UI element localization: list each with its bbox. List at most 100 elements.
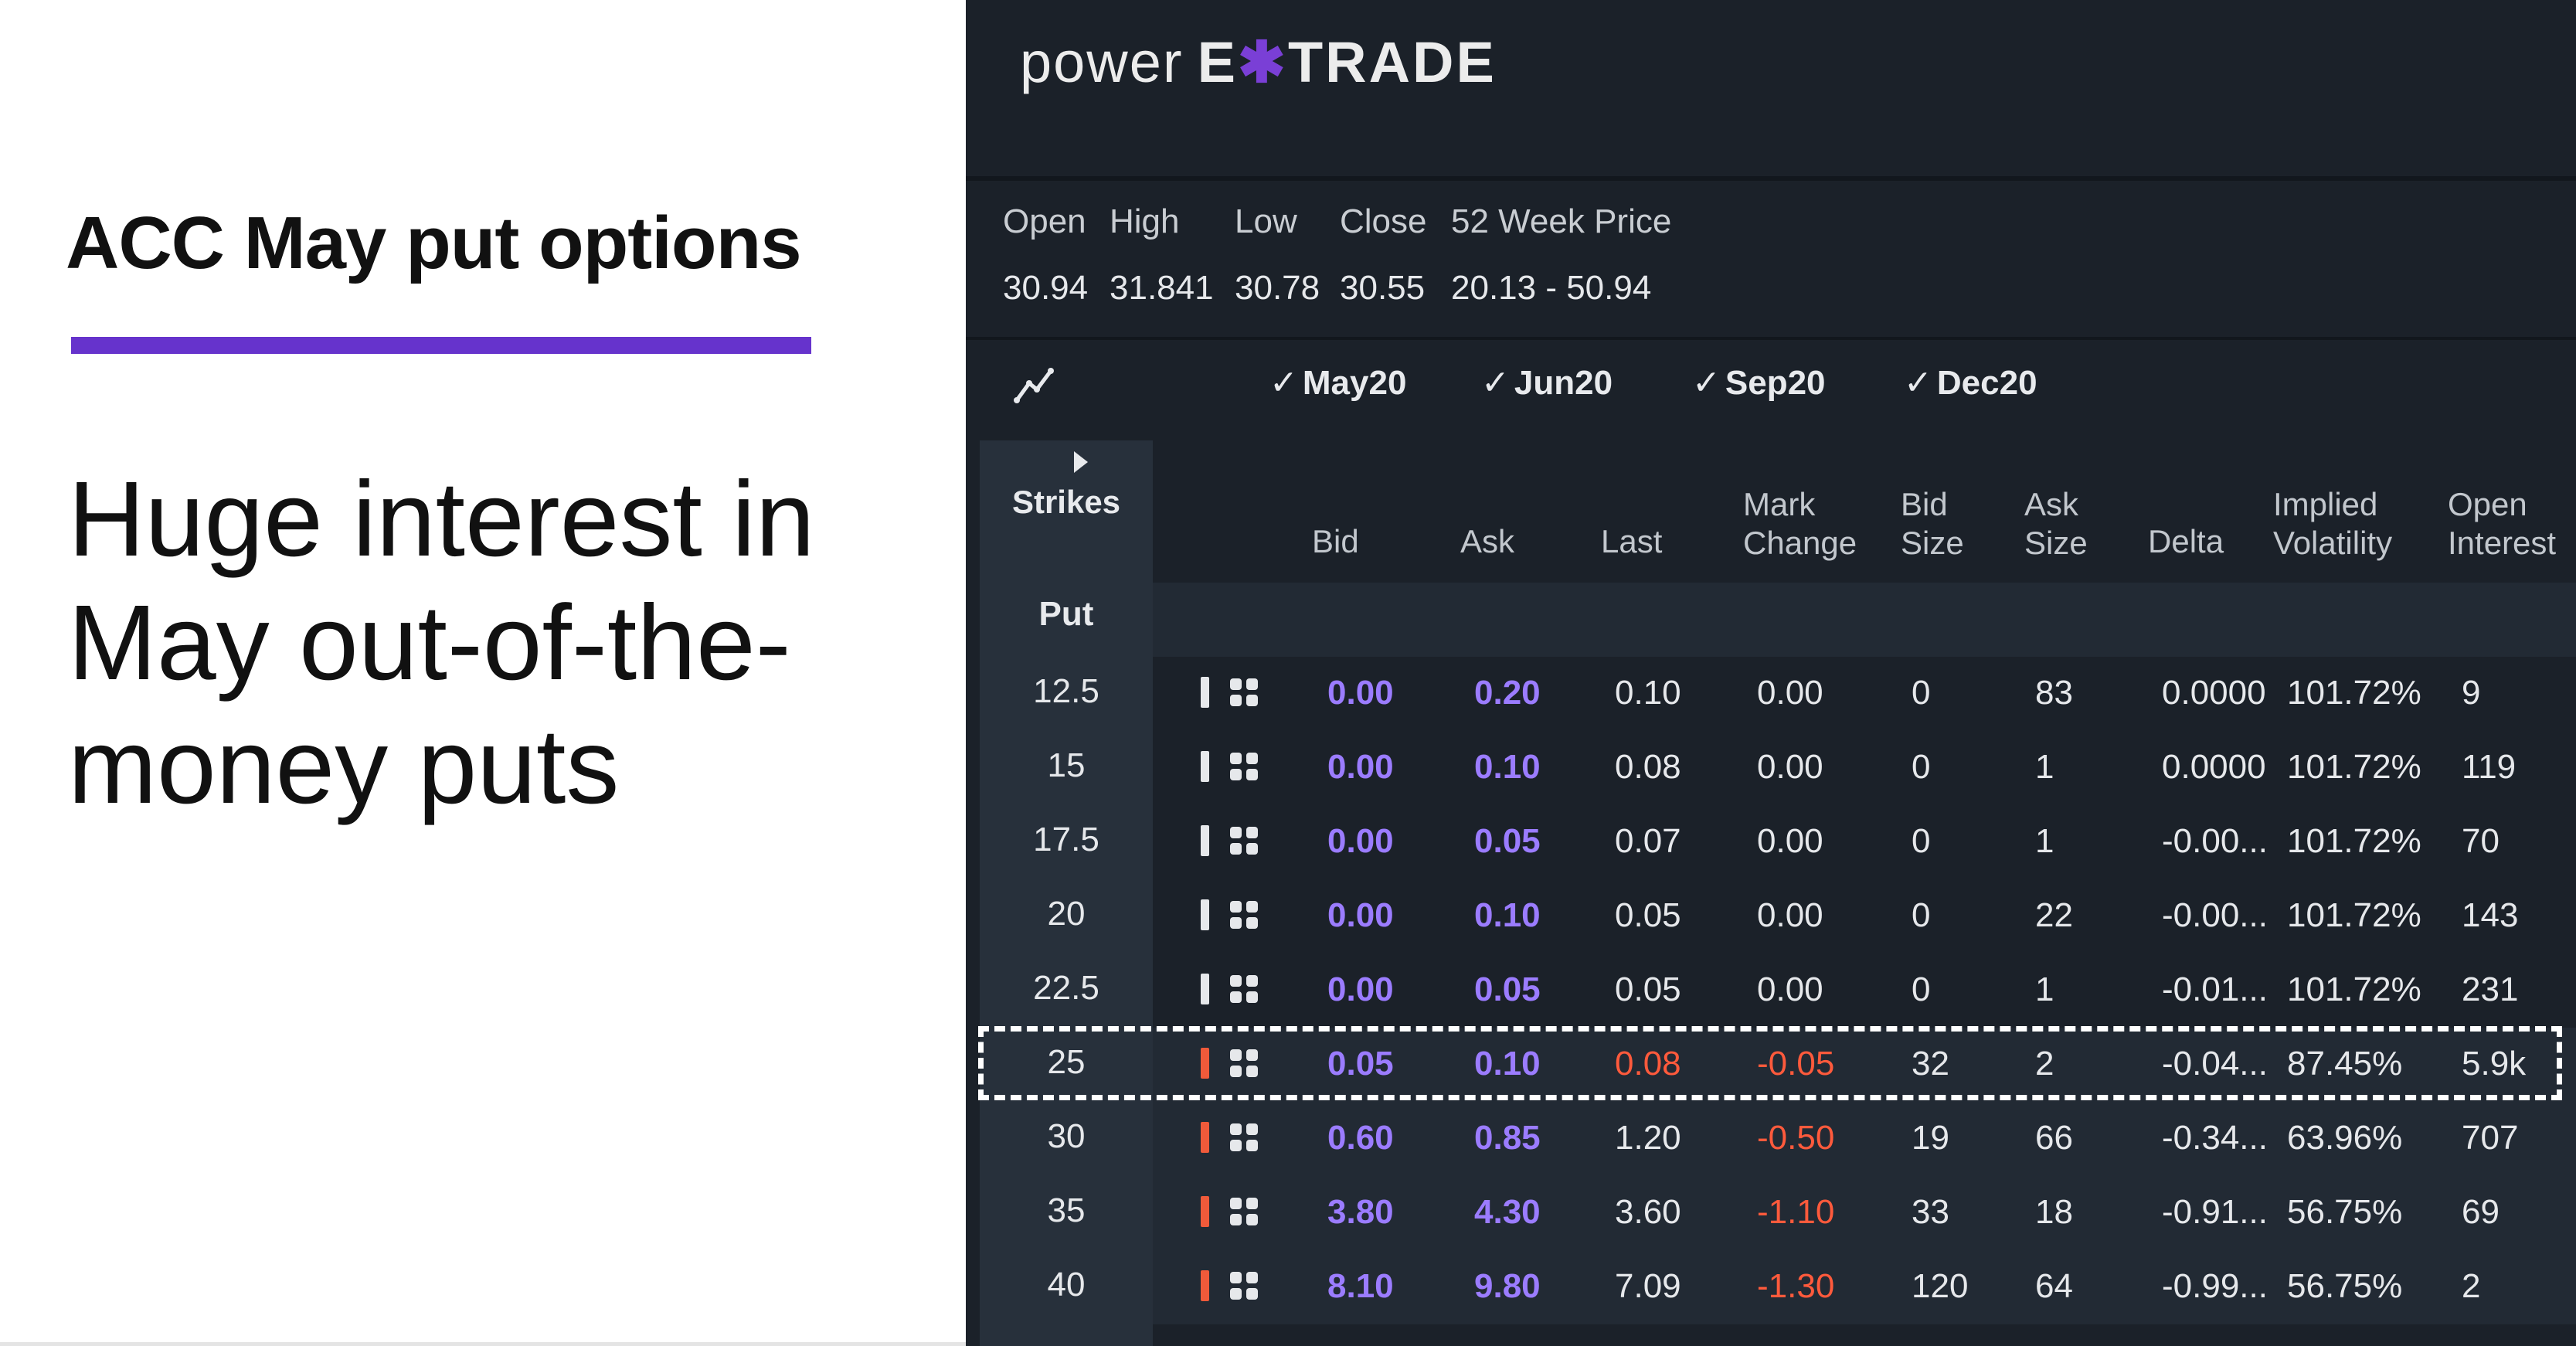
last-cell: 0.10 <box>1615 674 1681 712</box>
in-the-money-marker <box>1201 1048 1209 1079</box>
bid-size-cell: 120 <box>1912 1267 1969 1305</box>
quote-value-open: 30.94 <box>1003 269 1089 307</box>
col-header-implied-volatility[interactable]: Implied Volatility <box>2273 486 2393 561</box>
line-chart-icon[interactable] <box>1012 362 1059 408</box>
trade-menu-icon[interactable] <box>1230 1049 1259 1079</box>
bid-cell[interactable]: 0.00 <box>1327 674 1394 712</box>
ask-cell[interactable]: 4.30 <box>1474 1193 1541 1231</box>
ask-cell[interactable]: 0.05 <box>1474 822 1541 860</box>
ask-cell[interactable]: 0.10 <box>1474 748 1541 786</box>
logo-trade: TRADE <box>1287 30 1497 94</box>
open-interest-cell: 69 <box>2462 1193 2500 1231</box>
trade-menu-icon[interactable] <box>1230 901 1259 930</box>
bid-cell[interactable]: 8.10 <box>1327 1267 1394 1305</box>
option-row[interactable]: 40 8.10 9.80 7.09 -1.30 120 64 -0.99... 56.75% 2 <box>980 1250 2576 1324</box>
delta-cell: -0.01... <box>2162 970 2268 1008</box>
quote-label-open: Open <box>1003 202 1086 240</box>
option-row[interactable]: 30 0.60 0.85 1.20 -0.50 19 66 -0.34... 63.96% 707 <box>980 1102 2576 1176</box>
col-header-bid[interactable]: Bid <box>1312 523 1359 559</box>
slide-text-area: ACC May put options Huge interest in May… <box>0 0 966 1346</box>
trade-menu-icon[interactable] <box>1230 827 1259 856</box>
mark-change-cell: -0.05 <box>1757 1045 1835 1083</box>
trade-menu-icon[interactable] <box>1230 975 1259 1004</box>
last-cell: 1.20 <box>1615 1119 1681 1157</box>
open-interest-cell: 5.9k <box>2462 1045 2527 1083</box>
implied-volatility-cell: 101.72% <box>2287 674 2421 712</box>
bid-cell[interactable]: 0.60 <box>1327 1119 1394 1157</box>
row-background <box>1153 1176 2576 1250</box>
ask-size-cell: 1 <box>2035 748 2054 786</box>
trade-menu-icon[interactable] <box>1230 1272 1259 1301</box>
quote-value-52week: 20.13 - 50.94 <box>1451 269 1652 307</box>
out-of-the-money-marker <box>1201 825 1209 856</box>
strike-price: 12.5 <box>1033 672 1099 710</box>
expiration-sep20[interactable]: ✓ Sep20 <box>1692 364 1826 402</box>
bid-cell[interactable]: 0.00 <box>1327 822 1394 860</box>
ask-size-cell: 83 <box>2035 674 2073 712</box>
bid-size-cell: 32 <box>1912 1045 1949 1083</box>
power-etrade-logo: power E✱TRADE <box>1020 29 1497 96</box>
strikes-header[interactable]: Strikes <box>980 448 1153 521</box>
slide-body-text: Huge interest in May out-of-the-money pu… <box>68 460 815 826</box>
quote-label-low: Low <box>1235 202 1297 240</box>
trade-menu-icon[interactable] <box>1230 1123 1259 1153</box>
ask-cell[interactable]: 0.20 <box>1474 674 1541 712</box>
implied-volatility-cell: 56.75% <box>2287 1267 2403 1305</box>
col-header-bid-size[interactable]: Bid Size <box>1901 486 1964 561</box>
option-row[interactable]: 17.5 0.00 0.05 0.07 0.00 0 1 -0.00... 101.72% 70 <box>980 805 2576 879</box>
trade-menu-icon[interactable] <box>1230 1198 1259 1227</box>
bid-size-cell: 0 <box>1912 822 1931 860</box>
option-row[interactable]: 22.5 0.00 0.05 0.05 0.00 0 1 -0.01... 101.72% 231 <box>980 953 2576 1028</box>
in-the-money-marker <box>1201 1270 1209 1301</box>
bid-cell[interactable]: 0.00 <box>1327 748 1394 786</box>
strike-price: 22.5 <box>1033 969 1099 1007</box>
out-of-the-money-marker <box>1201 751 1209 782</box>
strike-price: 25 <box>1047 1043 1086 1081</box>
trade-menu-icon[interactable] <box>1230 753 1259 782</box>
delta-cell: 0.0000 <box>2162 674 2266 712</box>
col-header-last[interactable]: Last <box>1601 523 1663 559</box>
option-row[interactable]: 35 3.80 4.30 3.60 -1.10 33 18 -0.91... 56.75% 69 <box>980 1176 2576 1250</box>
put-section-band <box>1153 583 2576 657</box>
ask-cell[interactable]: 0.10 <box>1474 1045 1541 1083</box>
bid-cell[interactable]: 3.80 <box>1327 1193 1394 1231</box>
col-header-ask-size[interactable]: Ask Size <box>2024 486 2088 561</box>
ask-size-cell: 1 <box>2035 970 2054 1008</box>
expiration-dec20[interactable]: ✓ Dec20 <box>1904 364 2037 402</box>
option-row[interactable]: 12.5 0.00 0.20 0.10 0.00 0 83 0.0000 101.72% 9 <box>980 657 2576 731</box>
col-header-ask[interactable]: Ask <box>1460 523 1515 559</box>
bid-cell[interactable]: 0.05 <box>1327 1045 1394 1083</box>
col-header-delta[interactable]: Delta <box>2148 523 2224 559</box>
open-interest-cell: 143 <box>2462 896 2519 934</box>
logo-power: power <box>1020 30 1184 94</box>
row-background <box>1153 805 2576 879</box>
ask-cell[interactable]: 0.05 <box>1474 970 1541 1008</box>
option-row[interactable]: 20 0.00 0.10 0.05 0.00 0 22 -0.00... 101.72% 143 <box>980 879 2576 953</box>
quote-value-close: 30.55 <box>1340 269 1426 307</box>
ask-cell[interactable]: 0.10 <box>1474 896 1541 934</box>
row-background <box>1153 1028 2576 1102</box>
bid-cell[interactable]: 0.00 <box>1327 896 1394 934</box>
ask-size-cell: 2 <box>2035 1045 2054 1083</box>
ask-cell[interactable]: 0.85 <box>1474 1119 1541 1157</box>
ask-size-cell: 64 <box>2035 1267 2073 1305</box>
option-row[interactable]: 25 0.05 0.10 0.08 -0.05 32 2 -0.04... 87.45% 5.9k <box>980 1028 2576 1102</box>
trade-menu-icon[interactable] <box>1230 678 1259 708</box>
col-header-open-interest[interactable]: Open Interest <box>2448 486 2557 561</box>
in-the-money-marker <box>1201 1196 1209 1227</box>
expiration-jun20[interactable]: ✓ Jun20 <box>1481 364 1613 402</box>
mark-change-cell: -0.50 <box>1757 1119 1835 1157</box>
ask-cell[interactable]: 9.80 <box>1474 1267 1541 1305</box>
option-row[interactable]: 15 0.00 0.10 0.08 0.00 0 1 0.0000 101.72% 119 <box>980 731 2576 805</box>
delta-cell: -0.34... <box>2162 1119 2268 1157</box>
quote-label-high: High <box>1110 202 1180 240</box>
bid-cell[interactable]: 0.00 <box>1327 970 1394 1008</box>
strike-price: 20 <box>1047 895 1086 933</box>
bid-size-cell: 33 <box>1912 1193 1949 1231</box>
last-cell: 7.09 <box>1615 1267 1681 1305</box>
mark-change-cell: 0.00 <box>1757 822 1823 860</box>
col-header-mark-change[interactable]: Mark Change <box>1743 486 1857 561</box>
expiration-may20[interactable]: ✓ May20 <box>1269 364 1407 402</box>
ask-size-cell: 22 <box>2035 896 2073 934</box>
logo-star-icon: ✱ <box>1237 30 1288 94</box>
